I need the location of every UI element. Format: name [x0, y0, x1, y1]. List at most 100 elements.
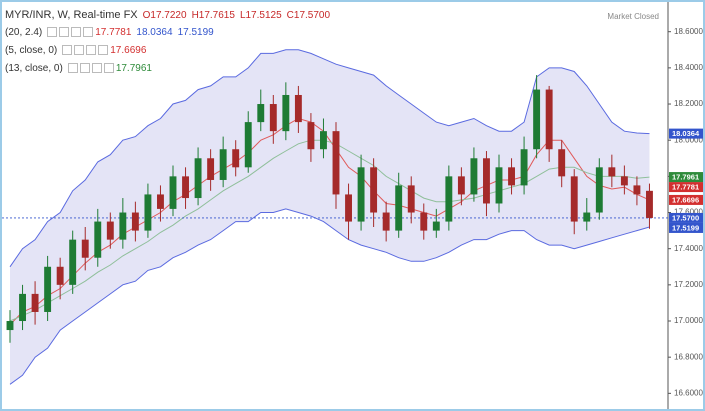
candle-body: [81, 239, 89, 258]
candle-body: [533, 89, 541, 150]
candle-body: [269, 104, 277, 132]
price-tag-label: 17.7781: [672, 183, 699, 192]
candle-body: [182, 176, 189, 199]
candle-body: [457, 176, 465, 195]
candle-body: [244, 122, 252, 168]
price-tag: [669, 222, 703, 233]
candle-body: [395, 185, 403, 231]
candle-body: [370, 167, 378, 213]
indicator-button: [83, 27, 94, 38]
indicator-button: [47, 27, 58, 38]
candle-body: [495, 167, 503, 204]
moving-average: [9, 117, 650, 325]
candle-body: [432, 221, 440, 231]
candle-body: [232, 149, 240, 168]
ohlc-readout: H17.7615: [191, 10, 235, 21]
indicator-value: 17.7961: [115, 63, 152, 74]
indicator-button: [62, 45, 73, 56]
candle-body: [470, 158, 478, 195]
candle-body: [131, 212, 139, 231]
indicator-button: [91, 63, 102, 74]
candle-body: [294, 94, 302, 123]
price-tag-label: 17.6696: [672, 195, 699, 204]
candle-body: [382, 212, 390, 231]
indicator-button: [86, 45, 97, 56]
price-tag-label: 17.5700: [672, 213, 699, 222]
price-tag: [669, 212, 703, 223]
indicator-value: 18.0364: [136, 27, 173, 38]
legend: MYR/INR, W, Real-time FX O17.7220 H17.7615…: [5, 6, 335, 78]
candle-body: [595, 167, 603, 213]
indicator-button: [59, 27, 70, 38]
candle-body: [508, 167, 515, 186]
band-fill: [10, 49, 650, 385]
y-tick-label: 18.2000: [674, 99, 703, 108]
price-tag: [669, 194, 703, 205]
market-status: Market Closed: [607, 12, 659, 21]
y-tick-label: 16.8000: [674, 352, 703, 361]
legend-row: (13, close, 0) 17.7961: [5, 60, 335, 78]
y-tick-label: 17.4000: [674, 244, 703, 253]
candle-body: [282, 94, 290, 132]
ohlc-readout: L17.5125: [239, 10, 282, 21]
candle-body: [169, 176, 177, 209]
price-tag: [669, 128, 703, 139]
candle-body: [545, 89, 553, 150]
y-tick-label: 17.2000: [674, 280, 703, 289]
y-tick-label: 17.6000: [674, 208, 703, 217]
price-tag-label: 17.7961: [672, 173, 699, 182]
indicator-button: [71, 27, 82, 38]
candle-body: [207, 158, 215, 180]
candle-body: [194, 158, 202, 199]
candle-body: [558, 149, 566, 177]
candle-body: [106, 221, 114, 240]
candle-body: [608, 167, 616, 177]
price-tag: [669, 182, 703, 193]
candle-body: [44, 266, 52, 312]
candle-body: [69, 239, 77, 285]
candle-body: [407, 185, 415, 213]
legend-row: (20, 2.4) 17.7781 18.0364 17.5199: [5, 24, 335, 42]
candle-body: [257, 104, 265, 123]
candle-body: [483, 158, 490, 204]
y-tick-label: 18.4000: [674, 63, 703, 72]
candle-body: [332, 131, 340, 195]
y-tick-label: 17.0000: [674, 316, 703, 325]
symbol-title: MYR/INR, W, Real-time FX: [5, 9, 138, 21]
indicator-name: (13, close, 0): [5, 63, 63, 74]
y-tick-label: 18.6000: [674, 27, 703, 36]
indicator-value: 17.6696: [110, 45, 147, 56]
price-tag: [669, 172, 703, 183]
candle-body: [157, 194, 164, 209]
indicator-button: [79, 63, 90, 74]
candle-body: [620, 176, 628, 186]
indicator-name: (5, close, 0): [5, 45, 58, 56]
candle-body: [583, 212, 591, 222]
legend-row: (5, close, 0) 17.6696: [5, 42, 335, 60]
candle-body: [345, 194, 352, 222]
candle-body: [633, 185, 641, 195]
candle-body: [19, 293, 26, 322]
candle-body: [445, 176, 453, 222]
candle-body: [94, 221, 102, 258]
band-upper: [9, 49, 650, 268]
indicator-button: [67, 63, 78, 74]
candle-body: [219, 149, 227, 180]
band-lower: [9, 208, 650, 385]
candle-body: [119, 212, 127, 240]
candle-body: [357, 167, 365, 222]
moving-average: [9, 139, 650, 322]
candle-body: [646, 190, 653, 218]
candle-body: [520, 149, 528, 186]
candle-body: [420, 212, 428, 231]
indicator-button: [98, 45, 109, 56]
indicator-button: [103, 63, 114, 74]
y-tick-label: 16.6000: [674, 388, 703, 397]
indicator-button: [74, 45, 85, 56]
candle-body: [307, 122, 315, 150]
candle-body: [144, 194, 152, 231]
indicator-name: (20, 2.4): [5, 27, 43, 38]
candle-body: [6, 321, 14, 331]
ohlc-readout: O17.7220: [142, 10, 187, 21]
